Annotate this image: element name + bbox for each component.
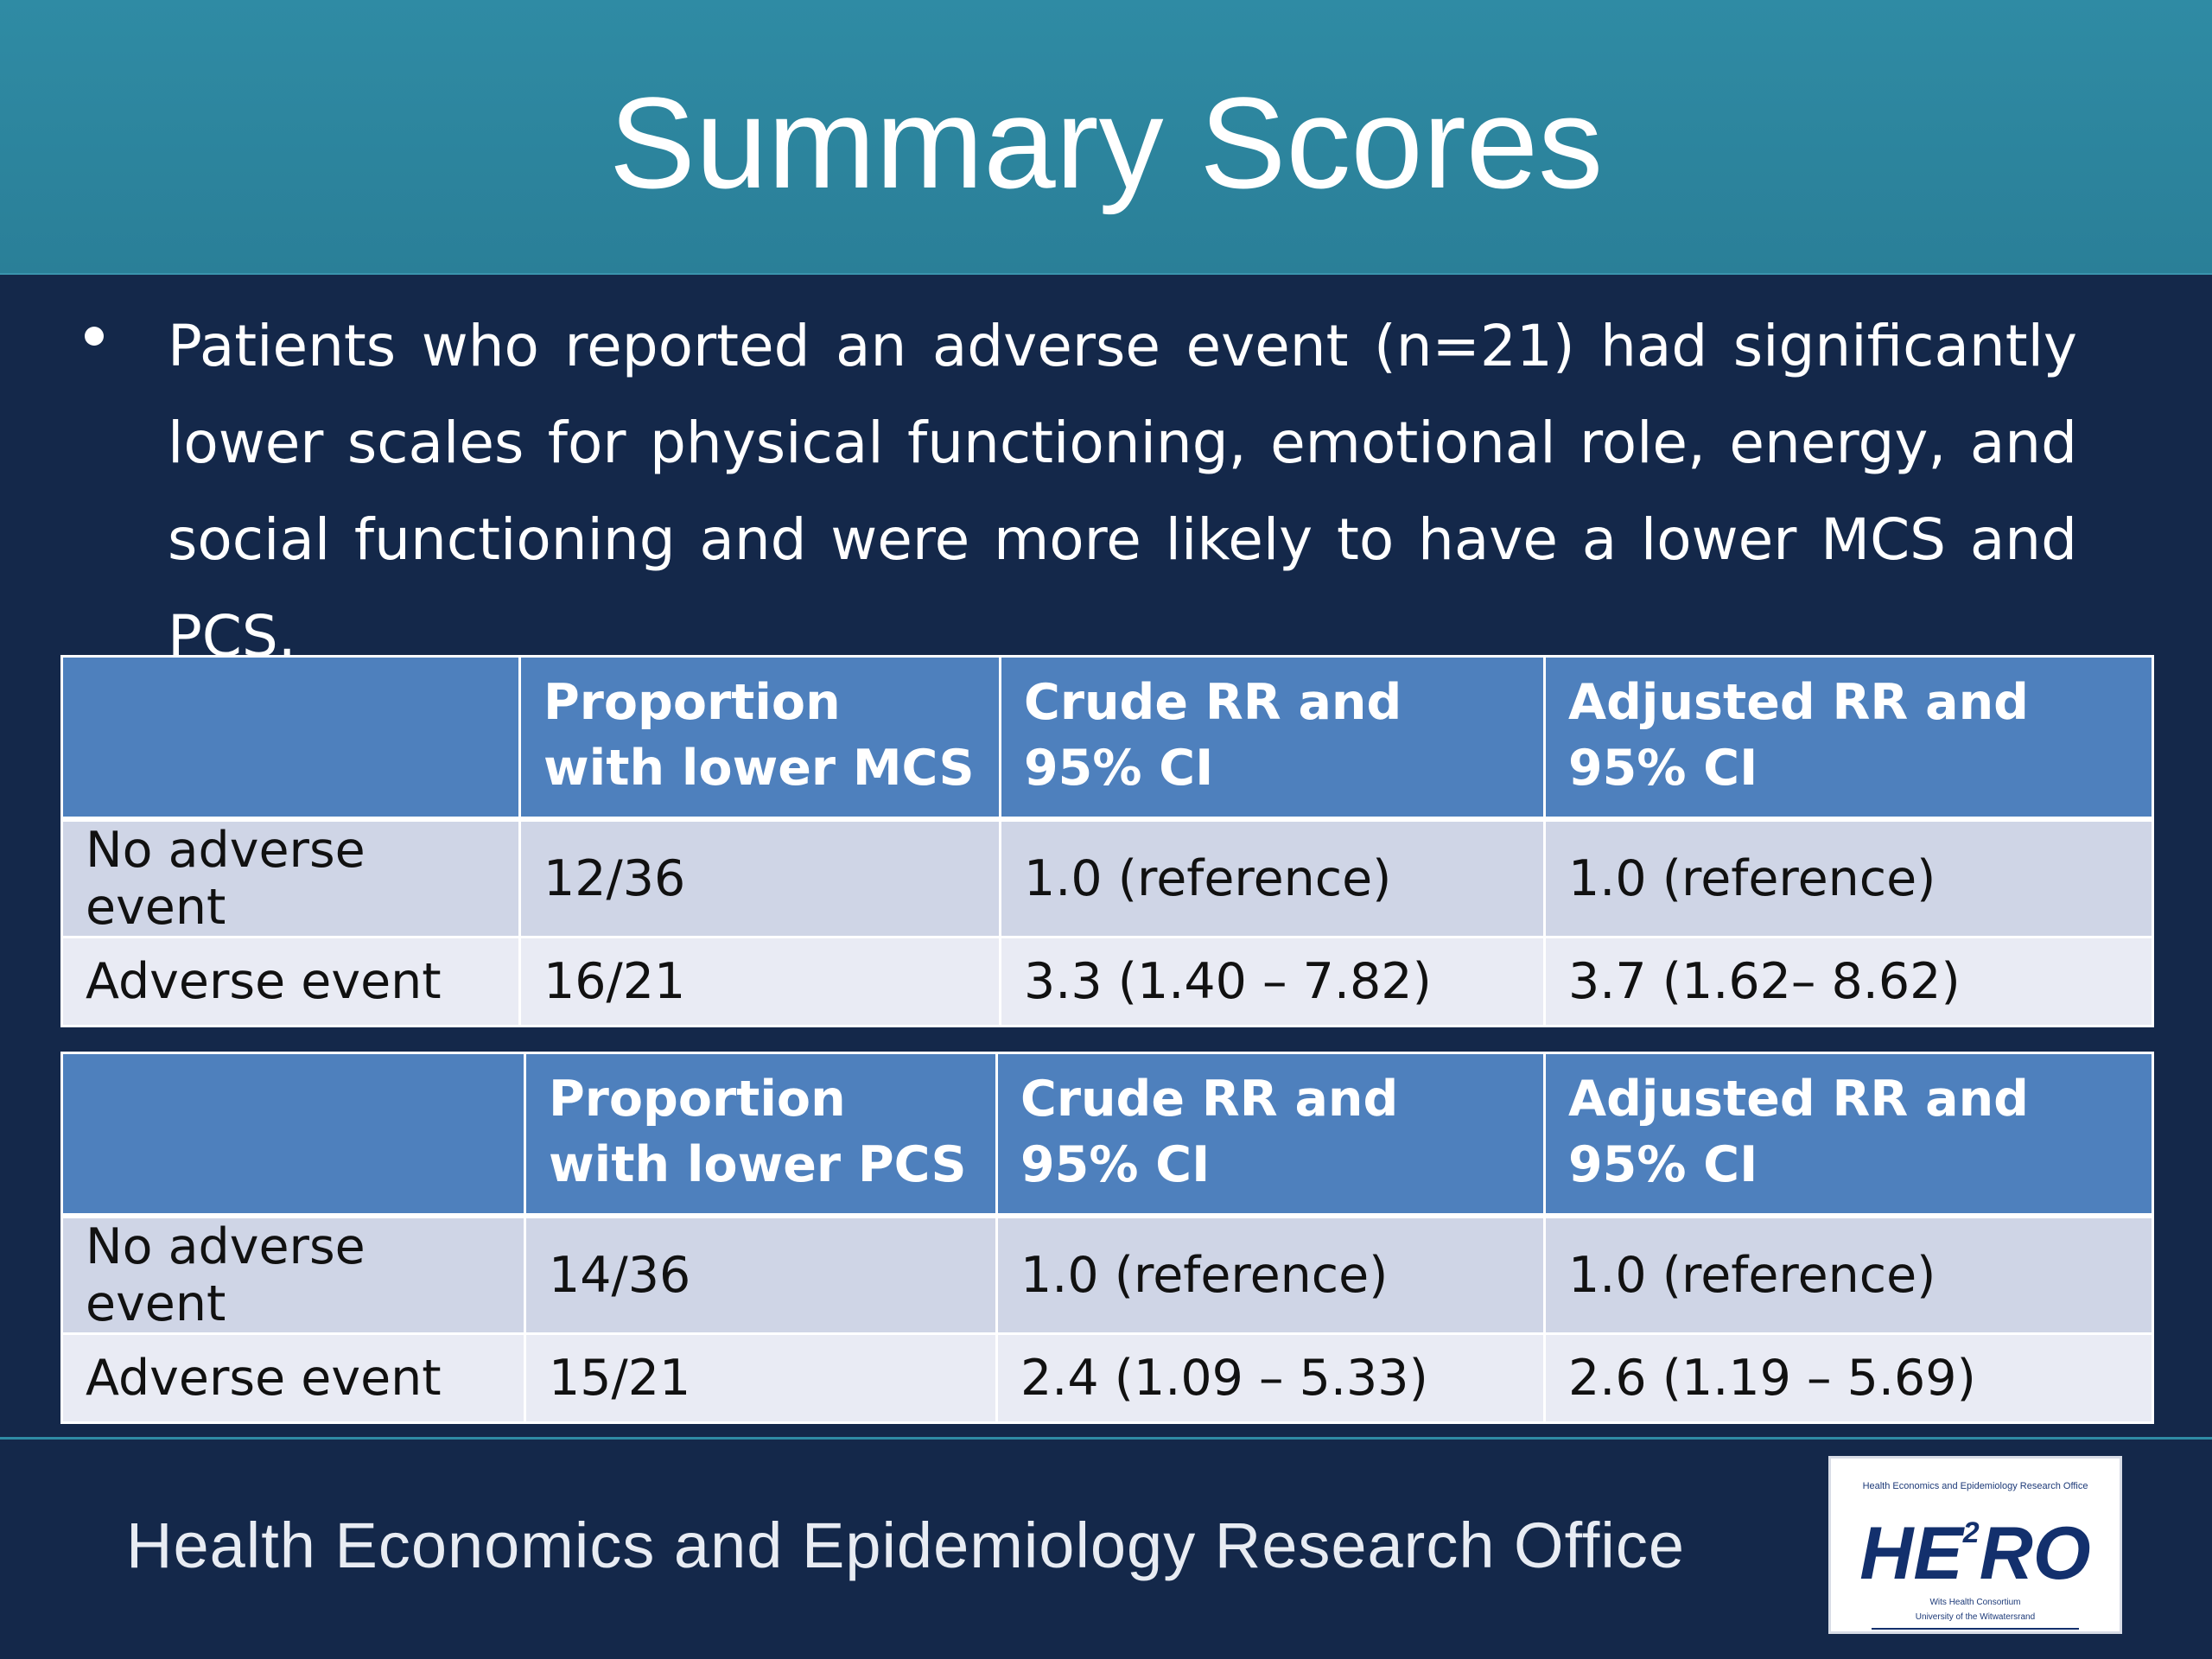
table-header-cell: Proportion with lower PCS bbox=[524, 1052, 998, 1218]
pcs-table: Proportion with lower PCS Crude RR and 9… bbox=[60, 1052, 2154, 1424]
table-row: Adverse event 16/21 3.3 (1.40 – 7.82) 3.… bbox=[60, 936, 2154, 1027]
table-cell: Adverse event bbox=[60, 1332, 526, 1424]
table-row: Adverse event 15/21 2.4 (1.09 – 5.33) 2.… bbox=[60, 1332, 2154, 1424]
bullet-icon bbox=[85, 327, 104, 346]
table-cell: 2.4 (1.09 – 5.33) bbox=[995, 1332, 1546, 1424]
logo-rule bbox=[1872, 1628, 2079, 1630]
logo-mark-main: HE bbox=[1859, 1512, 1963, 1595]
logo-mark: HE2RO bbox=[1831, 1493, 2120, 1593]
table-header-cell: Crude RR and 95% CI bbox=[999, 655, 1546, 822]
table-cell: 2.6 (1.19 – 5.69) bbox=[1543, 1332, 2154, 1424]
logo-mark-end: RO bbox=[1979, 1512, 2091, 1595]
table-row: No adverse event 12/36 1.0 (reference) 1… bbox=[60, 817, 2154, 938]
hero-logo: Health Economics and Epidemiology Resear… bbox=[1828, 1456, 2122, 1634]
slide-title: Summary Scores bbox=[608, 70, 1604, 215]
table-header-row: Proportion with lower MCS Crude RR and 9… bbox=[60, 655, 2154, 822]
table-header-cell: Adjusted RR and 95% CI bbox=[1543, 1052, 2154, 1218]
table-header-cell: Proportion with lower MCS bbox=[518, 655, 1001, 822]
table-cell: 15/21 bbox=[524, 1332, 998, 1424]
table-cell: No adverse event bbox=[60, 1214, 526, 1335]
table-header-row: Proportion with lower PCS Crude RR and 9… bbox=[60, 1052, 2154, 1218]
logo-top-text: Health Economics and Epidemiology Resear… bbox=[1862, 1481, 2088, 1491]
logo-bottom-line1: Wits Health Consortium bbox=[1929, 1598, 2021, 1607]
footer-divider bbox=[0, 1437, 2212, 1440]
table-cell: 14/36 bbox=[524, 1214, 998, 1335]
logo-bottom-line2: University of the Witwatersrand bbox=[1915, 1612, 2036, 1622]
table-cell: 12/36 bbox=[518, 817, 1001, 938]
title-band bbox=[0, 0, 2212, 276]
table-header-cell: Crude RR and 95% CI bbox=[995, 1052, 1546, 1218]
table-cell: No adverse event bbox=[60, 817, 521, 938]
table-header-cell: Adjusted RR and 95% CI bbox=[1543, 655, 2154, 822]
table-cell: 3.3 (1.40 – 7.82) bbox=[999, 936, 1546, 1027]
table-cell: Adverse event bbox=[60, 936, 521, 1027]
table-header-cell bbox=[60, 655, 521, 822]
table-cell: 1.0 (reference) bbox=[1543, 817, 2154, 938]
table-cell: 3.7 (1.62– 8.62) bbox=[1543, 936, 2154, 1027]
bullet-text: Patients who reported an adverse event (… bbox=[168, 313, 2077, 670]
table-cell: 1.0 (reference) bbox=[1543, 1214, 2154, 1335]
table-cell: 16/21 bbox=[518, 936, 1001, 1027]
mcs-table: Proportion with lower MCS Crude RR and 9… bbox=[60, 655, 2154, 1027]
table-header-cell bbox=[60, 1052, 526, 1218]
footer-organization: Health Economics and Epidemiology Resear… bbox=[126, 1510, 1685, 1581]
table-row: No adverse event 14/36 1.0 (reference) 1… bbox=[60, 1214, 2154, 1335]
logo-mark-sup: 2 bbox=[1962, 1516, 1980, 1549]
table-cell: 1.0 (reference) bbox=[999, 817, 1546, 938]
table-cell: 1.0 (reference) bbox=[995, 1214, 1546, 1335]
